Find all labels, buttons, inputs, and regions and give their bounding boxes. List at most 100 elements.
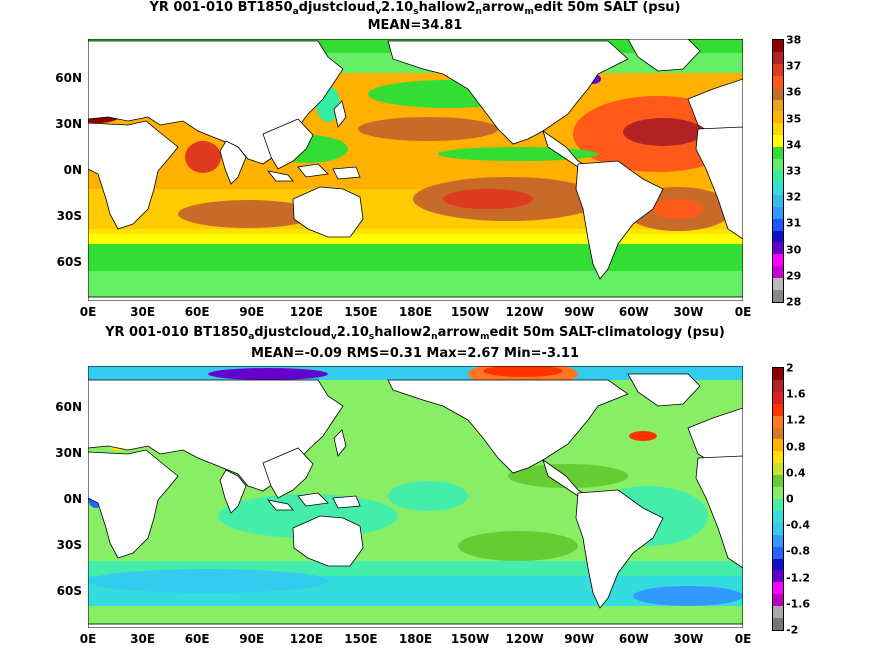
panel2-ytick: 30S: [56, 538, 82, 552]
xtick-label: 150W: [450, 305, 490, 319]
colorbar-segment: [773, 111, 783, 124]
colorbar-segment: [773, 290, 783, 302]
colorbar-segment: [773, 427, 783, 440]
title-text: djustcloud: [254, 325, 331, 340]
panel1-salinity-map: [88, 39, 743, 301]
colorbar-segment: [773, 159, 783, 171]
panel2-ytick: 0N: [63, 492, 82, 506]
colorbar-label: 36: [786, 85, 802, 99]
xtick-label: 120E: [289, 632, 323, 646]
title-text: 2.10: [336, 325, 369, 340]
colorbar-label: 32: [786, 190, 802, 204]
colorbar-segment: [773, 368, 783, 380]
colorbar-label: 38: [786, 33, 802, 47]
colorbar-segment: [773, 570, 783, 583]
colorbar-segment: [773, 182, 783, 195]
title-text: YR 001-010 BT1850: [149, 0, 293, 15]
panel2-subtitle: MEAN=-0.09 RMS=0.31 Max=2.67 Min=-3.11: [250, 346, 580, 361]
colorbar-segment: [773, 99, 783, 112]
xtick-label: 30W: [673, 632, 704, 646]
colorbar-segment: [773, 278, 783, 291]
xtick-label: 120E: [289, 305, 323, 319]
colorbar-label: 34: [786, 138, 802, 152]
colorbar-segment: [773, 558, 783, 571]
colorbar-segment: [773, 522, 783, 535]
title-text: arrow: [437, 325, 481, 340]
colorbar-segment: [773, 123, 783, 136]
colorbar-label: 0: [786, 492, 794, 506]
title-subscript: m: [480, 332, 490, 342]
xtick-label: 60W: [618, 305, 649, 319]
colorbar-label: -1.2: [786, 571, 811, 585]
title-text: hallow2: [374, 325, 432, 340]
colorbar-segment: [773, 218, 783, 231]
xtick-label: 120W: [505, 632, 544, 646]
colorbar-label: 1.2: [786, 413, 806, 427]
xtick-label: 0E: [734, 305, 752, 319]
colorbar-segment: [773, 206, 783, 219]
title-text: YR 001-010 BT1850: [105, 325, 249, 340]
colorbar-label: -2: [786, 623, 799, 637]
panel1-ytick: 30S: [56, 209, 82, 223]
xtick-label: 60E: [184, 305, 210, 319]
xtick-label: 60W: [618, 632, 649, 646]
xtick-label: 0E: [734, 632, 752, 646]
xtick-label: 0E: [79, 305, 97, 319]
panel1-ytick: 60S: [56, 255, 82, 269]
colorbar-segment: [773, 510, 783, 523]
colorbar-segment: [773, 498, 783, 511]
xtick-label: 120W: [505, 305, 544, 319]
title-subscript: v: [375, 7, 382, 17]
colorbar-segment: [773, 546, 783, 559]
title-subscript: s: [413, 7, 419, 17]
title-subscript: n: [431, 332, 438, 342]
xtick-label: 30E: [130, 305, 156, 319]
colorbar-label: 0.4: [786, 466, 806, 480]
colorbar-label: 33: [786, 164, 802, 178]
colorbar-label: 37: [786, 59, 802, 73]
colorbar-label: 30: [786, 243, 802, 257]
xtick-label: 150E: [344, 305, 378, 319]
colorbar-segment: [773, 230, 783, 243]
colorbar-label: 29: [786, 269, 802, 283]
colorbar-segment: [773, 75, 783, 88]
xtick-label: 0E: [79, 632, 97, 646]
title-text: hallow2: [418, 0, 476, 15]
colorbar-segment: [773, 379, 783, 392]
colorbar-segment: [773, 63, 783, 76]
colorbar-label: 28: [786, 295, 802, 309]
colorbar-label: 2: [786, 361, 794, 375]
colorbar-segment: [773, 582, 783, 595]
colorbar-segment: [773, 194, 783, 207]
xtick-label: 180E: [398, 305, 433, 319]
panel2-salinity-bias-map: [88, 366, 743, 628]
xtick-label: 60E: [184, 632, 210, 646]
colorbar-segment: [773, 475, 783, 488]
title-subscript: a: [248, 332, 255, 342]
colorbar-label: -1.6: [786, 597, 811, 611]
colorbar-segment: [773, 403, 783, 416]
colorbar-segment: [773, 534, 783, 547]
title-text: arrow: [481, 0, 525, 15]
panel1-colorbar: [772, 39, 784, 303]
xtick-label: 150W: [450, 632, 490, 646]
xtick-label: 150E: [344, 632, 378, 646]
colorbar-segment: [773, 266, 783, 279]
title-text: 2.10: [381, 0, 414, 15]
colorbar-segment: [773, 51, 783, 64]
xtick-label: 90W: [564, 632, 595, 646]
colorbar-label: 1.6: [786, 387, 806, 401]
xtick-label: 30E: [130, 632, 156, 646]
panel1-ytick: 30N: [55, 117, 82, 131]
colorbar-segment: [773, 439, 783, 452]
title-subscript: s: [368, 332, 375, 342]
xtick-label: 30W: [673, 305, 704, 319]
colorbar-label: -0.4: [786, 518, 811, 532]
title-text: edit 50m SALT-climatology (psu): [489, 325, 725, 340]
colorbar-segment: [773, 170, 783, 183]
colorbar-label: 35: [786, 112, 802, 126]
colorbar-label: 0.8: [786, 440, 806, 454]
title-text: edit 50m SALT (psu): [533, 0, 681, 15]
colorbar-segment: [773, 487, 783, 499]
colorbar-segment: [773, 87, 783, 100]
